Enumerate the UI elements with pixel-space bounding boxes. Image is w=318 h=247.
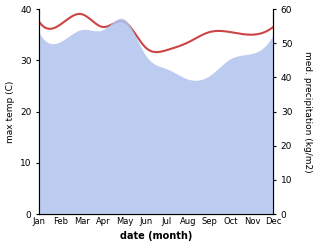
X-axis label: date (month): date (month) — [120, 231, 192, 242]
Y-axis label: med. precipitation (kg/m2): med. precipitation (kg/m2) — [303, 51, 313, 172]
Y-axis label: max temp (C): max temp (C) — [5, 80, 15, 143]
